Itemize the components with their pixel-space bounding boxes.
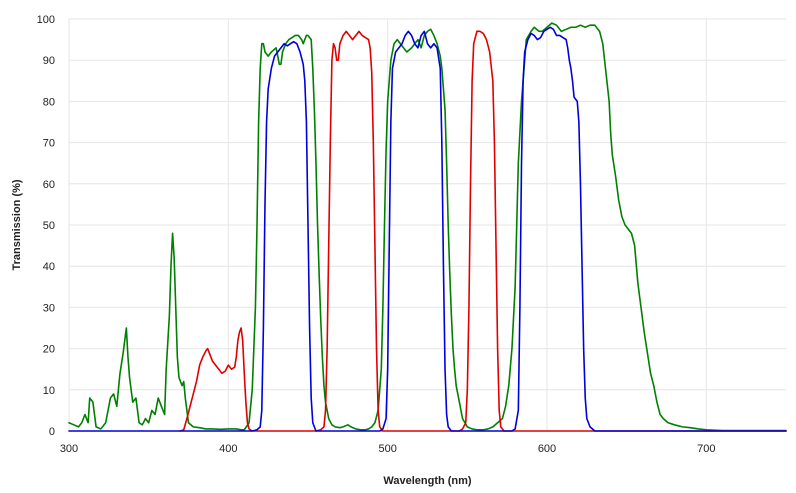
series-line-1 bbox=[68, 22, 787, 432]
series-line-2 bbox=[179, 30, 787, 432]
y-tick-label: 40 bbox=[43, 261, 55, 273]
y-axis-title: Transmission (%) bbox=[11, 179, 23, 270]
x-tick-label: 600 bbox=[538, 443, 556, 455]
y-tick-label: 50 bbox=[43, 220, 55, 232]
y-tick-label: 60 bbox=[43, 179, 55, 191]
series-group bbox=[68, 22, 787, 432]
grid-lines bbox=[68, 18, 786, 431]
x-tick-label: 700 bbox=[697, 443, 715, 455]
y-tick-label: 20 bbox=[43, 344, 55, 356]
y-axis-ticks: 0 10 20 30 40 50 60 70 80 90 100 bbox=[37, 14, 55, 438]
x-axis-title: Wavelength (nm) bbox=[383, 475, 472, 487]
y-tick-label: 30 bbox=[43, 302, 55, 314]
series-line-3 bbox=[68, 26, 787, 432]
y-tick-label: 100 bbox=[37, 14, 55, 26]
y-tick-label: 70 bbox=[43, 138, 55, 150]
x-tick-label: 300 bbox=[60, 443, 78, 455]
y-tick-label: 0 bbox=[49, 426, 55, 438]
y-tick-label: 90 bbox=[43, 55, 55, 67]
y-tick-label: 80 bbox=[43, 96, 55, 108]
x-tick-label: 400 bbox=[219, 443, 237, 455]
x-tick-label: 500 bbox=[378, 443, 396, 455]
y-tick-label: 10 bbox=[43, 385, 55, 397]
x-axis-ticks: 300 400 500 600 700 bbox=[60, 443, 716, 455]
